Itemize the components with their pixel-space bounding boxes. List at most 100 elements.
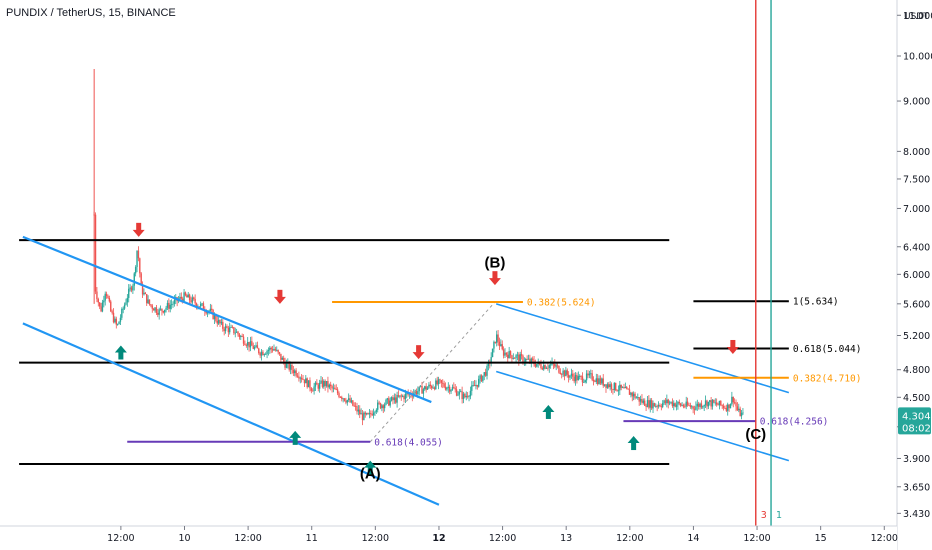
candle-body bbox=[447, 386, 449, 388]
candle-body bbox=[642, 400, 645, 403]
time-axis-bg bbox=[0, 526, 897, 550]
candle-body bbox=[114, 318, 116, 323]
candle-body bbox=[585, 373, 588, 381]
candle-body bbox=[170, 304, 173, 306]
candle-body bbox=[226, 326, 228, 328]
candle-body bbox=[659, 404, 661, 407]
candle-body bbox=[260, 351, 263, 356]
candle-body bbox=[313, 386, 315, 392]
candle-body bbox=[728, 404, 730, 409]
candle-body bbox=[655, 405, 657, 407]
candle-body bbox=[273, 348, 275, 351]
candle-body bbox=[496, 334, 498, 343]
candle-body bbox=[430, 386, 433, 389]
candle-body bbox=[507, 354, 509, 359]
candle-body bbox=[706, 400, 708, 407]
candle-body bbox=[491, 348, 494, 358]
candle-body bbox=[530, 358, 532, 363]
candle-body bbox=[573, 376, 575, 382]
candle-body bbox=[595, 378, 598, 382]
candle-body bbox=[440, 380, 443, 383]
candle-body bbox=[346, 400, 349, 403]
candle-body bbox=[588, 373, 591, 376]
candle-body bbox=[318, 382, 321, 389]
candle-body bbox=[335, 389, 337, 391]
candle-body bbox=[393, 397, 396, 401]
candle-body bbox=[123, 304, 126, 309]
candle-body bbox=[479, 375, 481, 379]
candle-body bbox=[682, 404, 685, 407]
candle-body bbox=[230, 326, 232, 328]
candle-body bbox=[353, 405, 355, 407]
candle-body bbox=[381, 405, 383, 409]
candle-body bbox=[576, 374, 578, 381]
x-tick-label: 15 bbox=[815, 533, 827, 544]
chart-title: PUNDIX / TetherUS, 15, BINANCE bbox=[6, 7, 176, 19]
candle-body bbox=[562, 370, 564, 375]
candle-body bbox=[339, 396, 342, 398]
candle-body bbox=[386, 398, 389, 400]
candle-body bbox=[608, 384, 610, 388]
candle-body bbox=[739, 408, 741, 417]
candle-body bbox=[252, 345, 254, 349]
candle-body bbox=[259, 353, 261, 356]
candle-body bbox=[277, 349, 279, 353]
candle-body bbox=[199, 303, 202, 307]
candle-body bbox=[248, 341, 250, 348]
candle-body bbox=[195, 303, 198, 307]
candle-body bbox=[417, 391, 419, 395]
candle-body bbox=[570, 373, 573, 376]
candle-body bbox=[627, 388, 629, 390]
candle-body bbox=[620, 384, 622, 388]
candle-body bbox=[187, 294, 189, 298]
candle-body bbox=[482, 375, 484, 382]
candle-body bbox=[234, 332, 236, 334]
y-tick-label: 9.000 bbox=[903, 97, 930, 108]
candle-body bbox=[365, 413, 368, 415]
arrow-shaft bbox=[416, 345, 422, 354]
candle-body bbox=[534, 364, 537, 367]
candle-body bbox=[130, 287, 133, 291]
candle-body bbox=[154, 307, 156, 311]
y-tick-label: 7.000 bbox=[903, 204, 930, 215]
candle-body bbox=[652, 403, 654, 409]
candle-body bbox=[596, 378, 599, 385]
candle-body bbox=[155, 307, 158, 313]
candle-body bbox=[707, 401, 710, 407]
candle-body bbox=[710, 400, 712, 407]
candle-body bbox=[422, 389, 425, 394]
candle-body bbox=[361, 413, 364, 421]
candle-body bbox=[390, 397, 393, 401]
candle-body bbox=[641, 399, 643, 403]
candle-body bbox=[684, 406, 686, 408]
arrow-head bbox=[726, 346, 739, 354]
candle-body bbox=[464, 393, 466, 398]
candle-body bbox=[407, 393, 409, 395]
candle-body bbox=[717, 404, 719, 406]
candle-body bbox=[646, 400, 649, 407]
candle-body bbox=[548, 365, 550, 368]
candle-body bbox=[219, 319, 221, 324]
x-tick-label: 12:00 bbox=[362, 533, 389, 544]
candle-body bbox=[511, 355, 513, 359]
candle-body bbox=[681, 404, 683, 406]
y-tick-label: 5.200 bbox=[903, 331, 930, 342]
candle-body bbox=[558, 365, 560, 373]
candle-body bbox=[424, 386, 426, 390]
candle-body bbox=[686, 401, 689, 406]
candle-body bbox=[368, 413, 371, 415]
candle-body bbox=[543, 365, 545, 370]
candle-body bbox=[638, 397, 640, 402]
candle-body bbox=[347, 398, 350, 401]
candle-body bbox=[325, 380, 328, 386]
candle-body bbox=[309, 380, 311, 389]
candle-body bbox=[375, 409, 378, 412]
candle-body bbox=[609, 384, 611, 388]
wave-label: (B) bbox=[485, 254, 506, 271]
candle-body bbox=[454, 388, 456, 390]
candle-body bbox=[722, 405, 725, 408]
candle-body bbox=[359, 409, 361, 415]
candle-body bbox=[742, 412, 744, 414]
candle-body bbox=[718, 400, 721, 406]
